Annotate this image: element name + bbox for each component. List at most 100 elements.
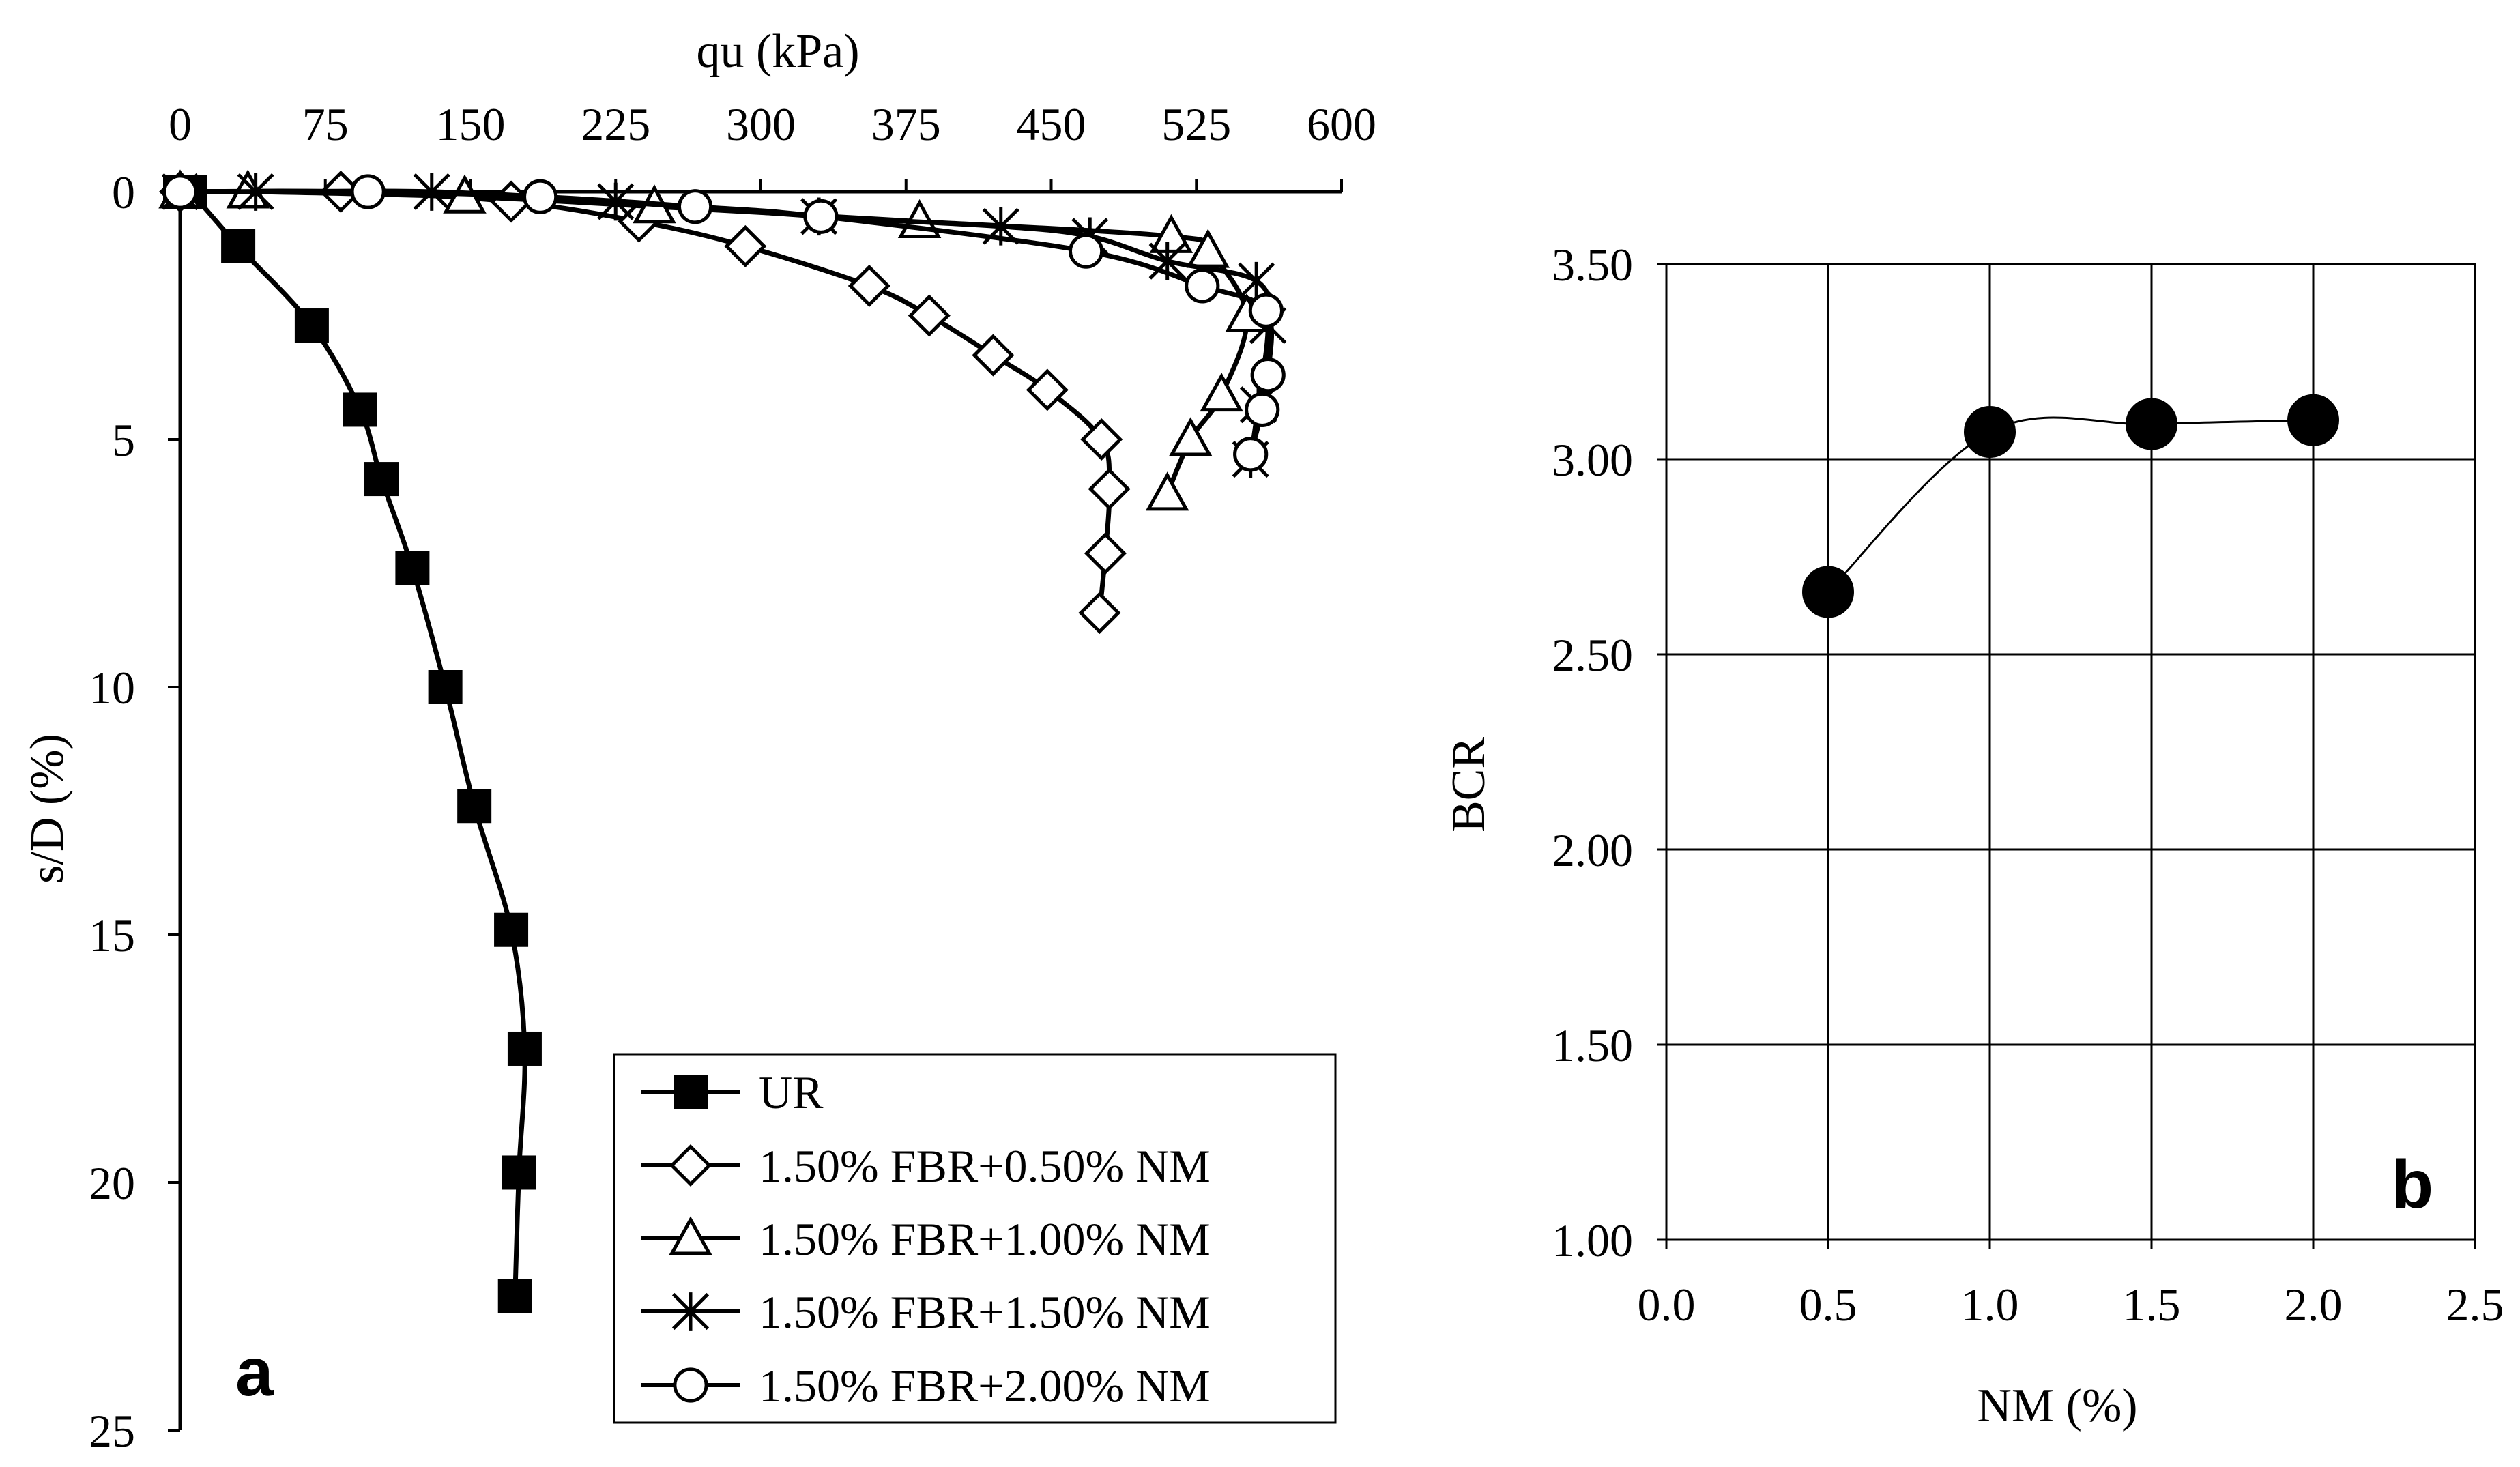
x-tick-label: 450: [1017, 98, 1086, 150]
legend-label: UR: [759, 1066, 824, 1118]
marker-square: [507, 1031, 542, 1066]
marker-square: [364, 462, 399, 497]
legend-entry-2: 1.50% FBR+0.50% NM: [641, 1140, 1211, 1192]
marker-triangle: [1145, 471, 1189, 511]
y-tick-label: 0: [112, 166, 135, 218]
x-tick-label: 1.5: [2123, 1279, 2181, 1331]
panel-a-x-axis-title: qu (kPa): [696, 25, 859, 78]
marker-circle: [803, 199, 839, 234]
y-tick-label: 1.00: [1552, 1215, 1633, 1266]
x-tick-label: 2.5: [2446, 1279, 2504, 1331]
marker-square: [428, 670, 463, 704]
marker-square: [502, 1155, 536, 1190]
series-5: [162, 174, 1286, 472]
marker-filled-circle: [1802, 566, 1854, 618]
marker-diamond: [1084, 532, 1127, 575]
series-line: [177, 185, 527, 1297]
legend-entry-3: 1.50% FBR+1.00% NM: [641, 1213, 1211, 1265]
marker-circle: [1185, 268, 1220, 304]
marker-square: [457, 789, 492, 824]
y-tick-label: 3.50: [1552, 239, 1633, 291]
x-tick-label: 0.0: [1638, 1279, 1696, 1331]
legend-entry-1: UR: [641, 1066, 824, 1118]
x-tick-label: 375: [871, 98, 941, 150]
marker-diamond: [669, 1144, 712, 1187]
x-tick-label: 2.0: [2285, 1279, 2343, 1331]
legend-label: 1.50% FBR+1.00% NM: [759, 1213, 1211, 1265]
panel-a-y-ticks: 0 5 10 15 20 25: [89, 166, 180, 1457]
marker-diamond: [724, 224, 767, 267]
panel-b-plot-frame: [1665, 263, 2476, 1241]
x-tick-label: 300: [726, 98, 796, 150]
x-tick-label: 1.0: [1961, 1279, 2019, 1331]
x-tick-label: 150: [436, 98, 506, 150]
panel-a-y-axis-title: s/D (%): [21, 734, 74, 884]
y-tick-label: 3.00: [1552, 434, 1633, 486]
marker-triangle: [669, 1216, 712, 1255]
marker-square: [494, 912, 529, 947]
panel-b-y-axis-title: BCR: [1443, 737, 1495, 832]
series-line: [179, 188, 1275, 455]
marker-diamond: [848, 264, 890, 307]
y-tick-label: 20: [89, 1157, 135, 1209]
panel-b-label: b: [2392, 1146, 2433, 1223]
panel-b-gridlines: [1665, 263, 2476, 1241]
legend-entry-4: 1.50% FBR+1.50% NM: [641, 1286, 1211, 1338]
marker-asterisk: [671, 1292, 710, 1331]
x-tick-label: 525: [1161, 98, 1231, 150]
panel-b-x-ticks: 0.0 0.5 1.0 1.5 2.0 2.5: [1638, 1240, 2504, 1331]
marker-square: [674, 1075, 708, 1109]
marker-square: [343, 392, 377, 427]
x-tick-label: 0: [169, 98, 192, 150]
legend-label: 1.50% FBR+0.50% NM: [759, 1140, 1211, 1192]
marker-triangle: [1149, 214, 1193, 253]
marker-square: [497, 1279, 532, 1313]
marker-circle: [523, 179, 558, 214]
x-tick-label: 75: [302, 98, 349, 150]
y-tick-label: 15: [89, 910, 135, 961]
y-tick-label: 1.50: [1552, 1019, 1633, 1071]
marker-square: [294, 308, 329, 343]
x-tick-label: 600: [1307, 98, 1376, 150]
y-tick-label: 2.50: [1552, 629, 1633, 681]
marker-triangle: [1168, 417, 1213, 456]
marker-circle: [1245, 392, 1280, 428]
marker-square: [395, 551, 430, 585]
y-tick-label: 25: [89, 1405, 135, 1457]
y-tick-label: 5: [112, 414, 135, 466]
marker-diamond: [972, 334, 1015, 377]
panel-b-bcr-chart: 0.0 0.5 1.0 1.5 2.0 2.5 1.00 1.50 2.00 2.50 3.00 3…: [1443, 239, 2504, 1432]
panel-b-x-axis-title: NM (%): [1977, 1380, 2137, 1432]
marker-filled-circle: [2287, 394, 2339, 446]
x-tick-label: 0.5: [1799, 1279, 1857, 1331]
marker-circle: [1248, 293, 1284, 328]
marker-circle: [350, 174, 386, 209]
marker-diamond: [1026, 368, 1069, 411]
marker-circle: [1068, 233, 1104, 269]
marker-circle: [677, 189, 713, 224]
panel-a-x-ticks: 0 75 150 225 300 375 450 525 600: [169, 98, 1376, 192]
panel-b-series: [1802, 394, 2339, 618]
panel-a-legend: UR 1.50% FBR+0.50% NM 1.50% FBR+1.00% NM 1.…: [613, 1053, 1337, 1424]
marker-circle: [673, 1367, 708, 1403]
marker-diamond: [908, 294, 951, 337]
panel-b-y-ticks: 1.00 1.50 2.00 2.50 3.00 3.50: [1552, 239, 1666, 1266]
marker-diamond: [1088, 467, 1131, 510]
bcr-trend-line: [1827, 416, 2314, 593]
marker-asterisk: [1238, 261, 1275, 300]
y-tick-label: 10: [89, 662, 135, 714]
marker-filled-circle: [1964, 405, 2016, 458]
y-tick-label: 2.00: [1552, 824, 1633, 876]
legend-label: 1.50% FBR+2.00% NM: [759, 1360, 1211, 1412]
series-4: [161, 173, 1287, 478]
marker-diamond: [1080, 418, 1123, 461]
marker-square: [221, 229, 256, 263]
panel-a-label: a: [235, 1334, 274, 1410]
series-2: [158, 170, 1131, 635]
marker-diamond: [1078, 592, 1121, 635]
marker-filled-circle: [2126, 398, 2177, 450]
marker-circle: [162, 174, 198, 209]
panel-a-load-settlement-chart: 0 75 150 225 300 375 450 525 600 0 5 10 15 20 25 qu (…: [21, 25, 1376, 1457]
x-tick-label: 225: [581, 98, 650, 150]
